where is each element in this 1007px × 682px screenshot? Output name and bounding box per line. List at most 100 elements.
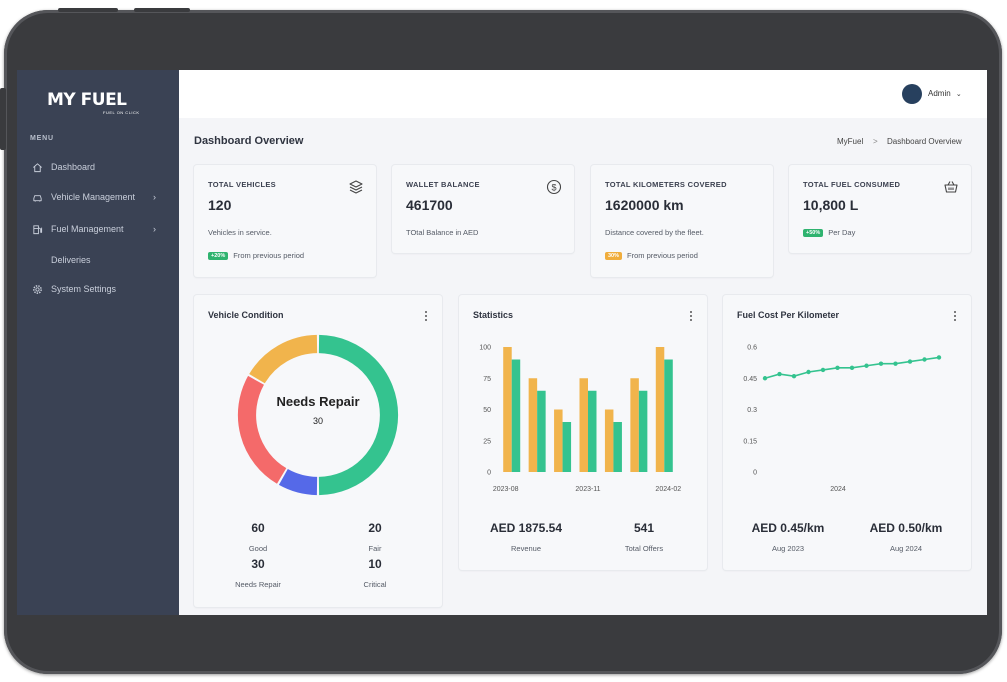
logo[interactable]: MY FUEL <box>47 90 127 110</box>
bar <box>604 409 614 472</box>
donut-center-value: 30 <box>313 416 323 426</box>
stat-description: Distance covered by the fleet. <box>605 228 704 237</box>
bar <box>511 359 521 472</box>
logo-tagline: FUEL ON CLICK <box>103 110 140 115</box>
donut-center-label: Needs Repair <box>276 394 359 409</box>
user-name: Admin <box>928 89 951 98</box>
y-tick-label: 50 <box>483 407 491 414</box>
vehicle-condition-donut: Needs Repair 30 <box>237 334 399 496</box>
statistics-bar-chart: 0 25 50 75 100 2023-08 2023-11 2024-02 <box>479 345 681 494</box>
stat-footer: +50% Per Day <box>803 228 856 238</box>
y-tick-label: 0.45 <box>743 376 757 383</box>
line-point <box>864 363 869 368</box>
sidebar-item-deliveries[interactable]: Deliveries <box>51 251 91 269</box>
sidebar-item-dashboard[interactable]: Dashboard <box>32 158 95 176</box>
fuel-cost-card: Fuel Cost Per Kilometer 0 0.15 0.3 0.45 0.6 2… <box>723 295 971 570</box>
stat-label: WALLET BALANCE <box>406 180 480 189</box>
trend-badge: +50% <box>803 229 824 238</box>
home-icon <box>33 162 42 172</box>
stat-description: TOtal Balance in AED <box>406 228 479 237</box>
panel-title: Statistics <box>473 310 514 320</box>
car-icon <box>33 194 42 202</box>
stat-label: TOTAL FUEL CONSUMED <box>803 180 901 189</box>
stat-footer-text: From previous period <box>233 251 305 260</box>
line-point <box>936 355 942 360</box>
sidebar-item-system-settings[interactable]: System Settings <box>32 280 116 298</box>
chevron-right-icon: › <box>153 192 156 202</box>
breadcrumb-item[interactable]: MyFuel <box>837 137 864 146</box>
sidebar-item-label: Fuel Management <box>51 224 124 234</box>
fuel-cost-line-chart: 0 0.15 0.3 0.45 0.6 2024 <box>743 345 942 493</box>
logo-text: MY FUEL <box>47 90 127 110</box>
y-tick-label: 0.15 <box>743 438 757 445</box>
layers-icon <box>349 180 363 194</box>
bar <box>537 390 546 472</box>
line-point <box>907 359 913 364</box>
summary-value-good: 60 <box>251 521 265 535</box>
line-point <box>893 361 898 366</box>
line-point <box>922 357 927 362</box>
line-point <box>791 373 797 379</box>
breadcrumb-item: Dashboard Overview <box>887 137 962 146</box>
summary-label-critical: Critical <box>363 580 387 589</box>
summary-label-fair: Fair <box>368 544 382 553</box>
line-point <box>835 365 840 371</box>
line-point <box>820 367 826 373</box>
x-tick-label: 2024-02 <box>655 486 681 493</box>
stat-footer-text: From previous period <box>627 251 698 260</box>
stat-value: 1620000 km <box>605 197 684 213</box>
sidebar-item-label: Dashboard <box>51 162 96 172</box>
summary-label-total-offers: Total Offers <box>624 544 664 553</box>
bar <box>528 378 538 472</box>
y-tick-label: 75 <box>483 376 491 383</box>
summary-value-needs-repair: 30 <box>251 557 265 571</box>
sidebar-item-fuel-management[interactable]: Fuel Management › <box>32 220 178 238</box>
summary-label-good: Good <box>248 544 268 553</box>
stat-footer-text: Per Day <box>828 228 856 237</box>
line-point <box>806 369 811 375</box>
line-point <box>762 376 768 381</box>
basket-icon <box>944 181 958 193</box>
stat-card-total-fuel-consumed: TOTAL FUEL CONSUMED 10,800 L +50% Per Day <box>789 165 971 253</box>
stat-card-total-vehicles: TOTAL VEHICLES 120 Vehicles in service. … <box>194 165 376 277</box>
page-title: Dashboard Overview <box>194 135 304 147</box>
fuel-pump-icon <box>33 224 43 234</box>
app-screen: MY FUEL FUEL ON CLICK MENU Dashboard Veh… <box>17 70 987 615</box>
user-menu[interactable]: Admin ⌄ <box>928 89 962 98</box>
panel-title: Vehicle Condition <box>208 310 284 320</box>
tablet-side-button <box>0 88 6 150</box>
more-options-icon[interactable] <box>689 311 693 323</box>
tablet-top-button <box>58 8 118 12</box>
summary-value-revenue: AED 1875.54 <box>489 521 563 535</box>
stat-value: 120 <box>208 197 232 213</box>
stat-card-total-kilometers: TOTAL KILOMETERS COVERED 1620000 km Dist… <box>591 165 773 277</box>
bar <box>613 422 622 472</box>
y-tick-label: 0.6 <box>747 345 757 352</box>
sidebar-item-label: System Settings <box>51 284 117 294</box>
summary-label-aug-2023: Aug 2023 <box>771 544 805 553</box>
summary-label-revenue: Revenue <box>510 544 542 553</box>
donut-slice-critical <box>278 468 318 496</box>
tablet-top-button <box>134 8 190 12</box>
bar <box>562 422 572 472</box>
avatar[interactable] <box>902 84 922 104</box>
x-tick-label: 2024 <box>830 486 846 493</box>
bar <box>638 390 648 472</box>
more-options-icon[interactable] <box>953 311 957 323</box>
stat-value: 10,800 L <box>803 197 859 213</box>
sidebar-item-label: Vehicle Management <box>51 192 136 202</box>
summary-value-fair: 20 <box>368 521 382 535</box>
line-point <box>777 371 782 377</box>
donut-slice-good <box>318 334 399 496</box>
line-point <box>849 365 855 371</box>
bar <box>554 409 563 472</box>
x-tick-label: 2023-08 <box>493 486 519 493</box>
chevron-right-icon: › <box>153 224 156 234</box>
more-options-icon[interactable] <box>424 311 428 323</box>
gear-icon <box>33 284 42 294</box>
y-tick-label: 100 <box>479 345 491 352</box>
x-tick-label: 2023-11 <box>575 486 600 493</box>
sidebar-item-vehicle-management[interactable]: Vehicle Management › <box>32 188 178 206</box>
summary-value-total-offers: 541 <box>633 521 655 535</box>
svg-text:$: $ <box>551 182 556 192</box>
